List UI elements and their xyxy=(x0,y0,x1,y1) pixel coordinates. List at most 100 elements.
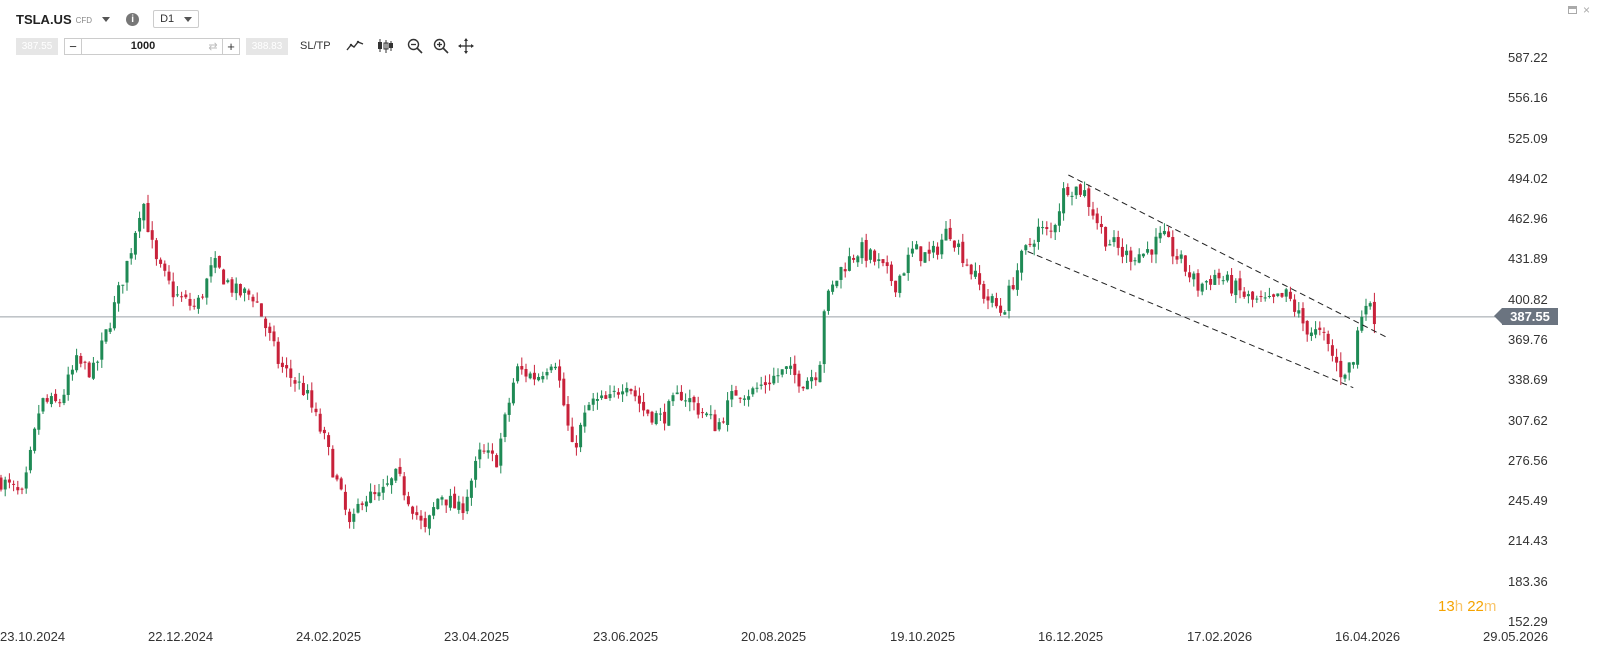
candle-body xyxy=(238,284,242,296)
increase-quantity-button[interactable]: + xyxy=(222,38,239,54)
candle-body xyxy=(1276,293,1280,296)
candle xyxy=(1272,293,1276,304)
candle-body xyxy=(230,279,234,293)
candle xyxy=(1137,248,1141,264)
candle xyxy=(16,480,20,495)
candle-body xyxy=(852,257,856,260)
candle-body xyxy=(1204,281,1208,283)
candle-body xyxy=(692,396,696,403)
candle xyxy=(990,293,994,308)
zoom-in-icon[interactable] xyxy=(431,37,451,55)
candle-body xyxy=(1070,195,1074,197)
candle-body xyxy=(847,256,851,271)
candle xyxy=(209,256,213,283)
candle-body xyxy=(142,203,146,221)
candle-body xyxy=(843,269,847,272)
candle xyxy=(1209,275,1213,291)
candle-body xyxy=(369,491,373,503)
close-icon[interactable]: × xyxy=(1582,3,1590,17)
candle xyxy=(70,365,74,381)
candle-body xyxy=(814,377,818,381)
candle-body xyxy=(192,305,196,307)
candle xyxy=(717,418,721,432)
candle-body xyxy=(121,284,125,286)
candle xyxy=(58,398,62,408)
candle xyxy=(108,322,112,334)
candle-body xyxy=(600,395,604,399)
info-icon[interactable]: i xyxy=(126,12,140,26)
buy-price-button[interactable]: 388.83 xyxy=(246,37,288,55)
candle xyxy=(847,247,851,272)
candle xyxy=(772,367,776,386)
candle xyxy=(205,277,209,305)
candle-body xyxy=(684,400,688,402)
candle xyxy=(381,478,385,500)
candle xyxy=(364,495,368,513)
candle xyxy=(159,257,163,268)
candle xyxy=(3,476,7,497)
candle xyxy=(1372,292,1376,334)
candle xyxy=(322,426,326,440)
candle-body xyxy=(180,296,184,298)
candle xyxy=(524,363,528,383)
symbol-dropdown-icon[interactable] xyxy=(102,16,111,22)
trend-channel-lower xyxy=(1027,251,1354,389)
candle-body xyxy=(1372,301,1376,325)
zoom-out-icon[interactable] xyxy=(405,37,425,55)
candle xyxy=(633,385,637,402)
candle xyxy=(20,487,24,495)
candle-body xyxy=(940,239,944,255)
candle-body xyxy=(1368,303,1372,307)
candle xyxy=(1120,238,1124,264)
trend-channel-upper xyxy=(1068,174,1387,338)
candle xyxy=(797,370,801,393)
candle-body xyxy=(898,275,902,293)
candle xyxy=(1322,327,1326,341)
decrease-quantity-button[interactable]: − xyxy=(65,38,82,54)
candle-body xyxy=(268,326,272,334)
candle xyxy=(75,348,79,373)
candle xyxy=(860,237,864,264)
candle-body xyxy=(587,404,591,411)
candle-body xyxy=(612,390,616,392)
candle-body xyxy=(637,395,641,404)
candle-body xyxy=(1196,273,1200,291)
candle-body xyxy=(923,252,927,263)
candle-body xyxy=(129,253,133,259)
symbol-name[interactable]: TSLA.US xyxy=(16,11,72,27)
candle xyxy=(104,329,108,344)
candle xyxy=(1339,352,1343,386)
candle xyxy=(503,412,507,443)
candle xyxy=(1112,230,1116,247)
candle xyxy=(1066,183,1070,197)
timeframe-select[interactable]: D1 xyxy=(153,10,200,28)
candle xyxy=(1318,321,1322,336)
candle xyxy=(805,377,809,390)
candle xyxy=(940,233,944,259)
candle xyxy=(499,432,503,474)
crosshair-icon[interactable] xyxy=(457,37,477,55)
sltp-button[interactable]: SL/TP xyxy=(300,40,331,52)
date-axis-label: 17.02.2026 xyxy=(1187,629,1253,644)
candle xyxy=(369,483,373,504)
quantity-input[interactable]: 1000 xyxy=(130,40,156,52)
candle xyxy=(1230,268,1234,297)
candle xyxy=(1032,239,1036,256)
candlestick-icon[interactable] xyxy=(375,37,395,55)
candle xyxy=(944,221,948,241)
candle-body xyxy=(1078,184,1082,195)
line-chart-icon[interactable] xyxy=(345,37,365,55)
candle-body xyxy=(276,341,280,364)
price-axis-label: 369.76 xyxy=(1508,332,1548,347)
candle-body xyxy=(994,298,998,307)
maximize-icon[interactable] xyxy=(1567,6,1577,14)
candle xyxy=(528,371,532,380)
candle xyxy=(1251,290,1255,308)
swap-icon[interactable]: ⇄ xyxy=(208,40,218,53)
candle xyxy=(96,360,100,371)
candle-body xyxy=(1116,236,1120,248)
sell-price-button[interactable]: 387.55 xyxy=(16,37,58,55)
candle-body xyxy=(768,382,772,385)
candle-body xyxy=(87,362,91,378)
